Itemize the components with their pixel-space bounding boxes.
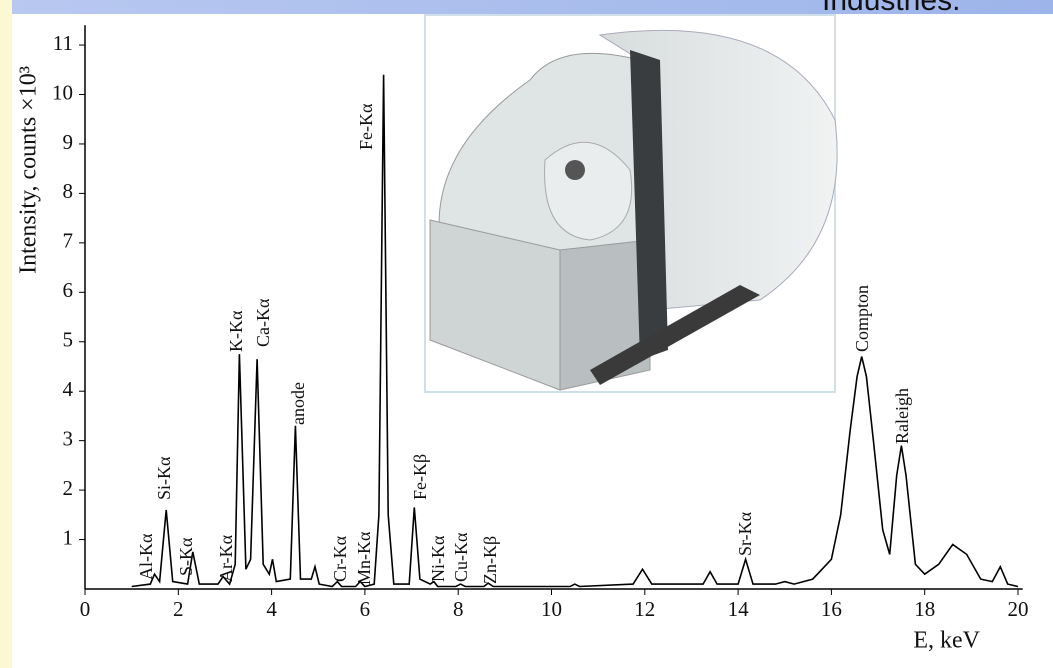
slide: Industries. Intensity, counts ×10³ E, ke… [0,0,1053,668]
peak-label: Zn-Kβ [480,536,500,584]
peak-label: Ar-Kα [216,534,236,582]
x-tick-label: 2 [173,597,184,621]
peak-label: Raleigh [892,388,912,444]
y-tick-label: 8 [63,179,74,203]
x-tick-label: 0 [80,597,91,621]
left-strip [0,0,12,668]
photo-inset [425,15,837,392]
y-tick-label: 6 [63,278,74,302]
y-tick-label: 1 [63,525,74,549]
peak-label: Ca-Kα [253,298,273,347]
peak-label: Si-Kα [154,456,174,500]
x-tick-label: 4 [266,597,277,621]
peak-label: Fe-Kα [356,103,376,150]
peak-label: K-Kα [226,310,246,352]
peak-label: Al-Kα [136,533,156,580]
y-tick-label: 11 [53,31,73,55]
peak-label: anode [288,382,308,425]
peak-label: S-Kα [176,537,196,576]
y-tick-label: 4 [63,377,74,401]
x-axis-label: E, keV [913,628,980,654]
x-tick-label: 6 [360,597,371,621]
peak-label: Sr-Kα [735,511,755,556]
y-tick-label: 9 [63,130,74,154]
peak-label: Mn-Kα [354,531,374,585]
x-tick-label: 8 [453,597,464,621]
peak-label: Cu-Kα [451,532,471,582]
peak-label: Fe-Kβ [410,454,430,500]
x-tick-label: 10 [541,597,562,621]
x-tick-label: 20 [1008,597,1029,621]
y-tick-label: 3 [63,426,74,450]
x-tick-label: 14 [728,597,750,621]
y-tick-label: 5 [63,328,74,352]
x-tick-label: 16 [821,597,842,621]
y-tick-label: 10 [52,80,73,104]
y-tick-label: 7 [63,229,74,253]
y-axis-label: Intensity, counts ×10³ [16,66,42,274]
peak-label: Cr-Kα [330,535,350,582]
peak-label: Ni-Kα [428,535,448,582]
y-tick-label: 2 [63,476,74,500]
slide-caption: Industries. [822,0,960,17]
x-tick-label: 18 [914,597,935,621]
x-tick-label: 12 [634,597,655,621]
peak-label: Compton [852,285,872,352]
